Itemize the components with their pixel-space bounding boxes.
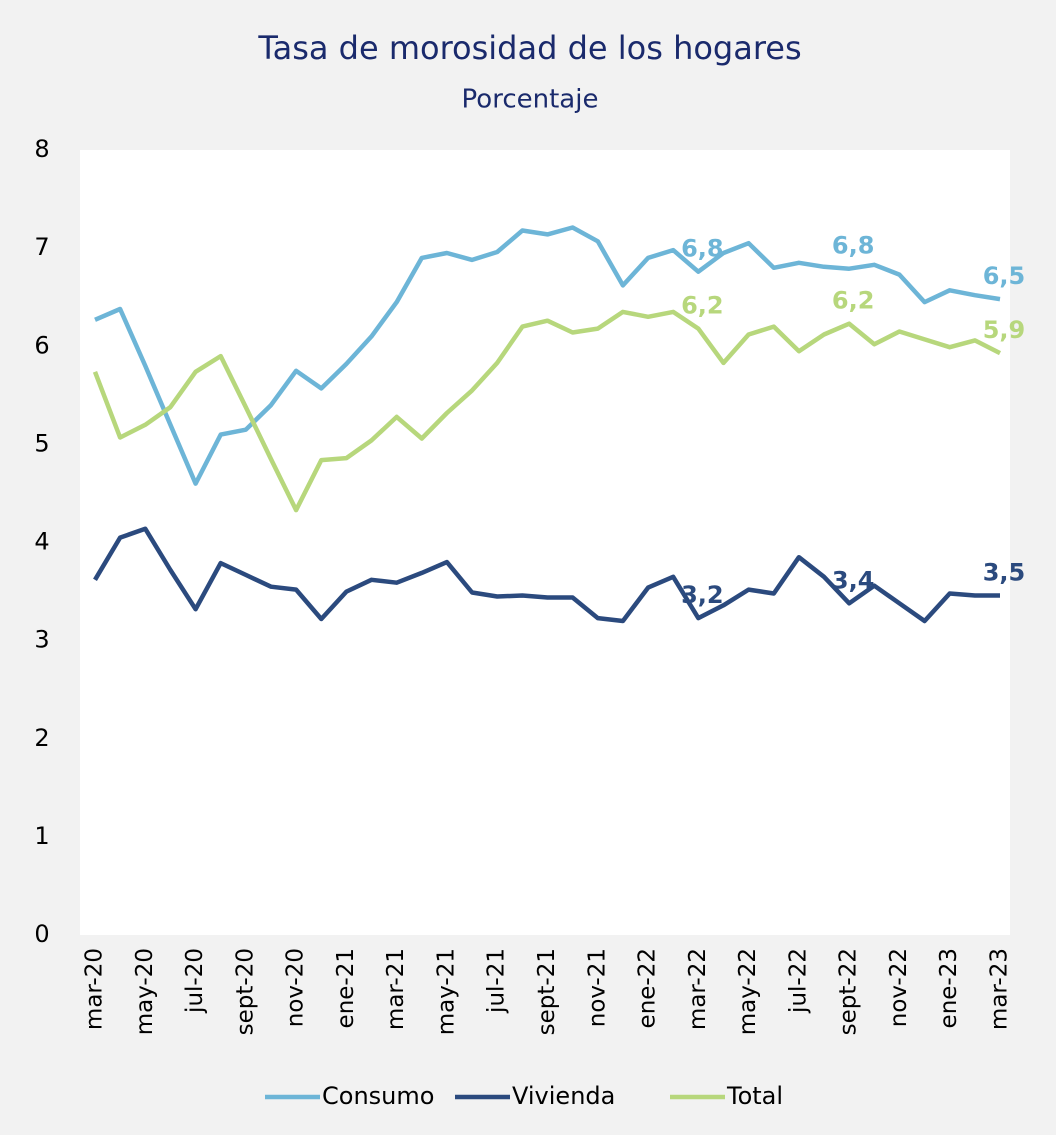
- y-tick-label: 2: [34, 724, 49, 752]
- x-tick-label: mar-20: [82, 948, 108, 1030]
- y-tick-label: 5: [34, 429, 49, 457]
- data-label: 6,8: [832, 232, 875, 260]
- legend-label: Vivienda: [512, 1082, 615, 1110]
- x-tick-label: nov-21: [584, 948, 610, 1027]
- data-label: 3,5: [983, 558, 1026, 586]
- plot-area: [80, 150, 1010, 935]
- x-tick-label: ene-23: [936, 948, 962, 1028]
- chart-title: Tasa de morosidad de los hogares: [257, 29, 801, 67]
- x-tick-label: nov-20: [283, 948, 309, 1027]
- x-tick-label: mar-22: [685, 948, 711, 1030]
- data-label: 3,2: [681, 581, 724, 609]
- x-tick-label: mar-23: [987, 948, 1013, 1030]
- data-label: 3,4: [832, 566, 875, 594]
- data-label: 6,5: [983, 262, 1026, 290]
- series-line: [92, 309, 1002, 513]
- x-tick-label: ene-22: [635, 948, 661, 1028]
- y-tick-label: 1: [34, 822, 49, 850]
- x-tick-label: jul-22: [785, 948, 811, 1014]
- x-tick-label: may-22: [735, 948, 761, 1035]
- legend-label: Total: [726, 1082, 783, 1110]
- x-tick-label: mar-21: [383, 948, 409, 1030]
- series-line: [94, 225, 1001, 486]
- x-tick-label: sept-22: [836, 948, 862, 1035]
- x-tick-label: may-21: [433, 948, 459, 1035]
- y-tick-label: 3: [34, 626, 49, 654]
- series-line: [93, 526, 1000, 624]
- y-tick-label: 7: [34, 233, 49, 261]
- x-tick-label: sept-21: [534, 948, 560, 1035]
- data-label: 6,2: [832, 287, 875, 315]
- chart-subtitle: Porcentaje: [462, 85, 599, 115]
- x-tick-label: nov-22: [886, 948, 912, 1027]
- x-tick-label: jul-21: [484, 948, 510, 1014]
- legend-label: Consumo: [322, 1082, 434, 1110]
- x-tick-label: may-20: [132, 948, 158, 1035]
- y-tick-label: 8: [34, 135, 49, 163]
- data-label: 6,8: [681, 235, 724, 263]
- data-label: 5,9: [983, 316, 1026, 344]
- data-label: 6,2: [681, 292, 724, 320]
- x-tick-label: ene-21: [333, 948, 359, 1028]
- y-tick-label: 6: [34, 331, 49, 359]
- x-tick-label: jul-20: [182, 948, 208, 1014]
- y-tick-label: 0: [34, 920, 49, 948]
- x-tick-label: sept-20: [232, 948, 258, 1035]
- y-tick-label: 4: [34, 528, 49, 556]
